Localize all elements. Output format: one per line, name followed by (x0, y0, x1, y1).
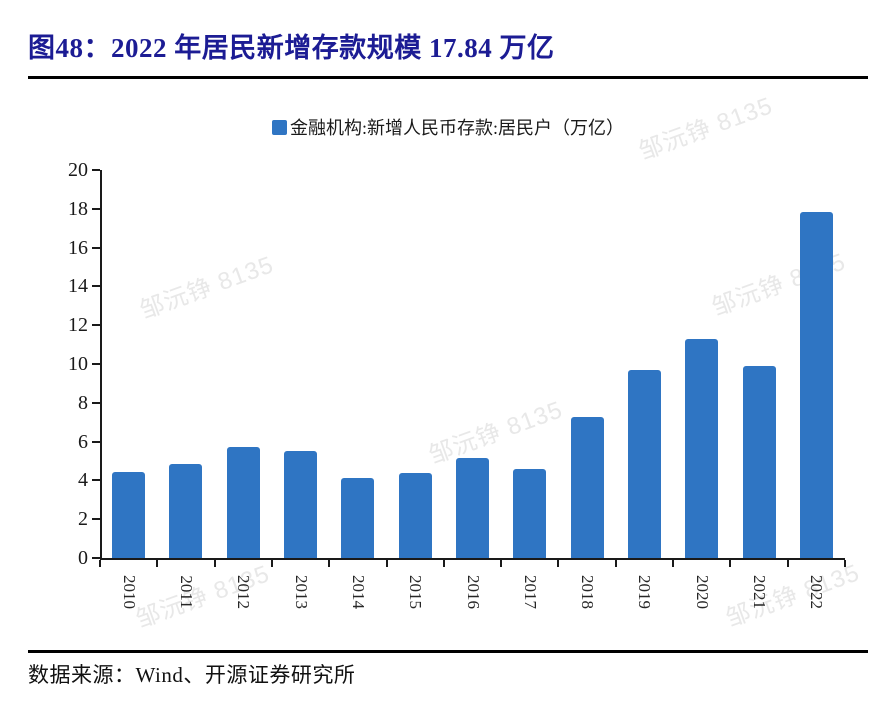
bar (743, 366, 776, 558)
bar (169, 464, 202, 558)
x-tick (500, 560, 503, 567)
x-tick (385, 560, 388, 567)
y-tick (92, 479, 100, 482)
bar (456, 458, 489, 558)
x-tick (729, 560, 732, 567)
x-tick (557, 560, 560, 567)
x-tick-label: 2017 (521, 575, 540, 609)
data-source-text: 数据来源：Wind、开源证券研究所 (28, 663, 356, 687)
y-tick (92, 246, 100, 249)
x-tick-label: 2010 (120, 575, 139, 609)
x-tick-label: 2019 (635, 575, 654, 609)
y-axis (100, 170, 102, 560)
bar (628, 370, 661, 558)
y-tick (92, 363, 100, 365)
bar (513, 469, 546, 558)
x-tick (786, 560, 789, 567)
y-tick-label: 0 (78, 547, 88, 569)
y-tick-label: 2 (78, 508, 88, 531)
y-tick (92, 440, 100, 443)
x-tick-label: 2015 (406, 575, 425, 609)
x-tick-label: 2011 (177, 575, 196, 609)
x-tick (99, 560, 101, 567)
x-tick (614, 560, 617, 567)
bar (800, 212, 833, 558)
x-tick (672, 560, 675, 567)
y-tick (92, 401, 100, 404)
x-tick-label: 2018 (578, 575, 597, 609)
x-tick-label: 2014 (349, 575, 368, 609)
x-tick (442, 560, 445, 567)
bar (227, 447, 260, 558)
legend-marker-icon (271, 120, 287, 135)
x-tick-label: 2013 (292, 575, 311, 609)
bar (399, 473, 432, 558)
bar (112, 472, 145, 558)
x-tick-label: 2021 (750, 575, 769, 609)
x-tick-label: 2016 (464, 575, 483, 609)
title-divider (28, 76, 868, 79)
y-tick-label: 10 (68, 353, 88, 375)
y-tick (92, 285, 100, 288)
x-tick (156, 560, 159, 567)
y-tick (92, 518, 100, 521)
y-tick-label: 18 (68, 197, 88, 220)
source-divider (28, 650, 868, 653)
y-tick-label: 20 (68, 159, 88, 181)
x-tick-label: 2020 (693, 575, 712, 609)
y-tick (92, 169, 100, 171)
bar (685, 339, 718, 558)
x-tick-label: 2022 (807, 575, 826, 609)
bar (571, 417, 604, 558)
y-tick-label: 12 (68, 314, 88, 337)
y-tick-label: 14 (68, 275, 88, 298)
y-tick (92, 207, 100, 210)
y-tick-label: 4 (78, 469, 88, 492)
x-axis (100, 558, 845, 560)
y-tick-label: 6 (78, 430, 88, 453)
figure-title: 图48：2022 年居民新增存款规模 17.84 万亿 (28, 33, 555, 63)
chart-legend: 金融机构:新增人民币存款:居民户（万亿） (0, 114, 896, 140)
bar (284, 451, 317, 558)
y-tick (92, 324, 100, 327)
x-tick (270, 560, 273, 567)
y-tick-label: 16 (68, 236, 88, 259)
x-tick-label: 2012 (234, 575, 253, 609)
x-tick (844, 560, 846, 567)
bar (341, 478, 374, 558)
y-tick-label: 8 (78, 391, 88, 414)
legend-label: 金融机构:新增人民币存款:居民户（万亿） (289, 118, 624, 138)
x-tick (328, 560, 331, 567)
y-tick (92, 557, 100, 559)
x-tick (213, 560, 216, 567)
